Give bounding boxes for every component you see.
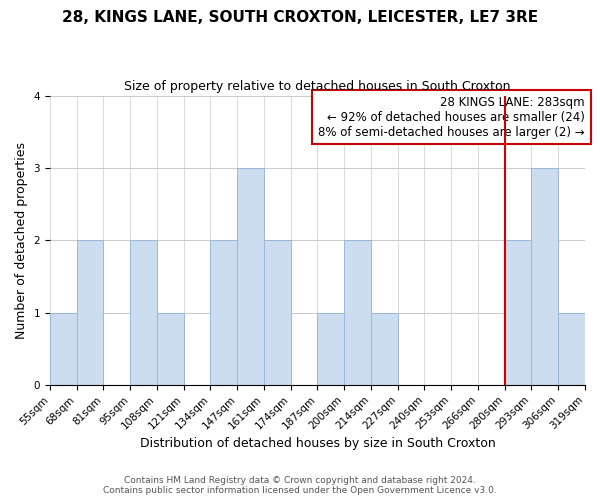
Bar bbox=[50, 312, 77, 385]
Title: Size of property relative to detached houses in South Croxton: Size of property relative to detached ho… bbox=[124, 80, 511, 93]
X-axis label: Distribution of detached houses by size in South Croxton: Distribution of detached houses by size … bbox=[140, 437, 496, 450]
Bar bbox=[317, 312, 344, 385]
Text: Contains HM Land Registry data © Crown copyright and database right 2024.
Contai: Contains HM Land Registry data © Crown c… bbox=[103, 476, 497, 495]
Bar bbox=[558, 312, 585, 385]
Bar bbox=[130, 240, 157, 385]
Y-axis label: Number of detached properties: Number of detached properties bbox=[15, 142, 28, 338]
Bar bbox=[157, 312, 184, 385]
Bar bbox=[532, 168, 558, 385]
Text: 28 KINGS LANE: 283sqm
← 92% of detached houses are smaller (24)
8% of semi-detac: 28 KINGS LANE: 283sqm ← 92% of detached … bbox=[319, 96, 585, 138]
Bar bbox=[505, 240, 532, 385]
Bar bbox=[371, 312, 398, 385]
Bar bbox=[264, 240, 290, 385]
Text: 28, KINGS LANE, SOUTH CROXTON, LEICESTER, LE7 3RE: 28, KINGS LANE, SOUTH CROXTON, LEICESTER… bbox=[62, 10, 538, 25]
Bar bbox=[237, 168, 264, 385]
Bar bbox=[211, 240, 237, 385]
Bar bbox=[344, 240, 371, 385]
Bar bbox=[77, 240, 103, 385]
